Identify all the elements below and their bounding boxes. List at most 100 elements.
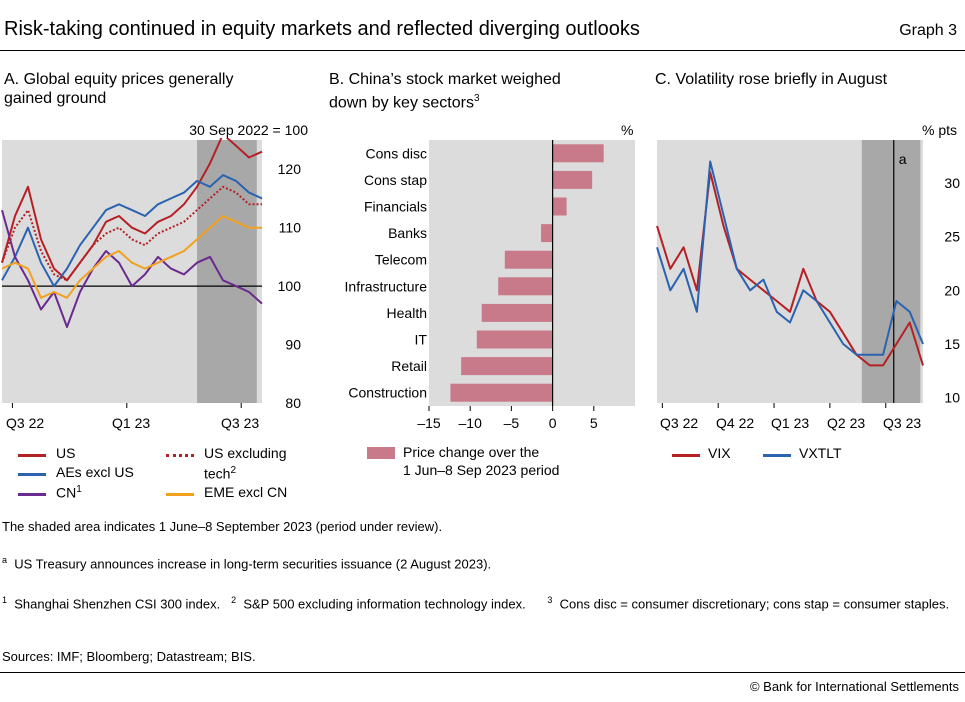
legend-us-ex-tech-line1: US excluding <box>204 445 287 461</box>
x-tick-label: –10 <box>459 415 483 431</box>
legend-cn-label: CN1 <box>56 484 82 501</box>
y-tick-label: 10 <box>944 390 960 406</box>
legend-vix-swatch <box>672 454 700 457</box>
panel-a-title-line2: gained ground <box>4 90 107 107</box>
y-tick-label: 80 <box>285 395 301 411</box>
note-a-text: US Treasury announces increase in long-t… <box>14 556 492 572</box>
shaded-period <box>861 140 921 403</box>
copyright: © Bank for International Settlements <box>749 679 959 694</box>
panel-a-title-line1: A. Global equity prices generally <box>4 71 234 88</box>
panel-c-legend: VIX VXTLT <box>668 444 918 466</box>
legend-us-swatch <box>18 454 46 457</box>
panel-c-unit: % pts <box>922 122 958 138</box>
category-label: Financials <box>364 199 427 215</box>
note-2-sup: 2 <box>231 595 237 605</box>
note-a: a US Treasury announces increase in long… <box>2 555 491 571</box>
series-eme-excl-cn <box>1 215 262 299</box>
panel-c-xtick-q323: Q3 23 <box>883 415 922 431</box>
panel-c-xtick-q123: Q1 23 <box>771 415 810 431</box>
series-us-excluding-tech <box>1 185 262 282</box>
note-shaded: The shaded area indicates 1 June–8 Septe… <box>2 519 443 534</box>
series-aes-excl-us <box>1 174 263 288</box>
category-label: Health <box>387 305 427 321</box>
graph-number: Graph 3 <box>899 22 957 39</box>
note-1-text: Shanghai Shenzhen CSI 300 index. <box>14 596 221 612</box>
legend-us-ex-tech-label: US excluding tech2 <box>204 445 287 483</box>
legend-bar-line1: Price change over the <box>403 444 540 460</box>
bar-health <box>481 303 553 322</box>
footer-rule <box>0 672 965 673</box>
category-label: Cons disc <box>366 145 427 161</box>
series-cn <box>1 209 263 328</box>
y-tick-label: 25 <box>944 229 960 245</box>
bar-construction <box>450 383 553 402</box>
note-a-sup: a <box>2 555 8 565</box>
panel-a-xtick-q322: Q3 22 <box>6 415 45 431</box>
category-label: Construction <box>348 385 427 401</box>
panel-a-chart: 120 110 100 90 80 <box>1 138 302 411</box>
legend-bar-swatch <box>367 447 395 459</box>
shaded-period <box>197 140 257 403</box>
panel-a-title: A. Global equity prices generally gained… <box>4 70 233 108</box>
legend-vxtlt-swatch <box>763 454 791 457</box>
legend-cn-text: CN <box>56 484 77 501</box>
panel-a-xtick-q323: Q3 23 <box>221 415 260 431</box>
legend-us-label: US <box>56 445 76 461</box>
x-tick-label: 5 <box>590 415 598 431</box>
panel-b-legend: Price change over the 1 Jun–8 Sep 2023 p… <box>367 443 637 483</box>
header-rule <box>0 50 965 51</box>
category-label: Telecom <box>375 252 427 268</box>
event-annotation: a <box>899 151 907 167</box>
bar-retail <box>461 357 553 376</box>
y-tick-label: 30 <box>944 175 960 191</box>
note-footnotes: 1 Shanghai Shenzhen CSI 300 index. 2 S&P… <box>2 590 962 614</box>
bar-financials <box>552 197 567 216</box>
panel-c-xtick-q322: Q3 22 <box>660 415 699 431</box>
y-tick-label: 90 <box>285 337 301 353</box>
legend-eme-label: EME excl CN <box>204 484 288 500</box>
legend-aes-label: AEs excl US <box>56 464 134 480</box>
y-tick-label: 20 <box>944 282 960 298</box>
bar-cons-stap <box>552 170 593 189</box>
note-1-sup: 1 <box>2 595 8 605</box>
legend-aes-swatch <box>18 473 46 476</box>
category-label: Cons stap <box>364 172 427 188</box>
legend-eme-swatch <box>166 493 194 496</box>
panel-a-xtick-q123: Q1 23 <box>112 415 151 431</box>
legend-us-ex-tech-sup: 2 <box>230 465 237 476</box>
y-tick-label: 110 <box>279 220 302 236</box>
bar-infrastructure <box>498 277 553 296</box>
legend-vix-label: VIX <box>708 445 731 461</box>
panel-b-title: B. China’s stock market weighed down by … <box>329 70 561 112</box>
series-vxtlt <box>656 160 924 356</box>
note-sources: Sources: IMF; Bloomberg; Datastream; BIS… <box>2 649 256 664</box>
legend-us-ex-tech-line2: tech <box>204 465 231 482</box>
series-us <box>1 138 263 282</box>
page-title: Risk-taking continued in equity markets … <box>4 18 640 40</box>
bar-telecom <box>504 250 553 269</box>
x-tick-label: –15 <box>417 415 441 431</box>
panel-c-chart: a 30 25 20 15 10 <box>656 140 960 408</box>
legend-cn-sup: 1 <box>76 484 82 495</box>
category-label: IT <box>415 332 428 348</box>
category-label: Infrastructure <box>345 278 428 294</box>
category-label: Retail <box>391 358 427 374</box>
panel-c-xtick-q422: Q4 22 <box>716 415 755 431</box>
legend-us-ex-tech-swatch <box>166 454 194 457</box>
panel-b-chart: Cons disc Cons stap Financials Banks Telecom… <box>345 140 635 431</box>
note-3-sup: 3 <box>547 595 553 605</box>
legend-cn-swatch <box>18 493 46 496</box>
panel-a-legend: US AEs excl US CN1 US excluding tech2 EM… <box>4 444 314 506</box>
legend-bar-label: Price change over the 1 Jun–8 Sep 2023 p… <box>403 443 559 479</box>
bar-banks <box>541 224 553 243</box>
panel-b-unit: % <box>621 122 634 138</box>
panel-b-title-line1: B. China’s stock market weighed <box>329 71 561 88</box>
y-tick-label: 15 <box>944 336 960 352</box>
y-tick-label: 100 <box>278 278 302 294</box>
bar-it <box>476 330 553 349</box>
note-2-text: S&P 500 excluding information technology… <box>243 596 526 612</box>
panel-b-title-sup: 3 <box>473 93 480 104</box>
legend-vxtlt-label: VXTLT <box>799 445 842 461</box>
bar-cons-disc <box>552 144 604 163</box>
panel-c-xtick-q223: Q2 23 <box>827 415 866 431</box>
